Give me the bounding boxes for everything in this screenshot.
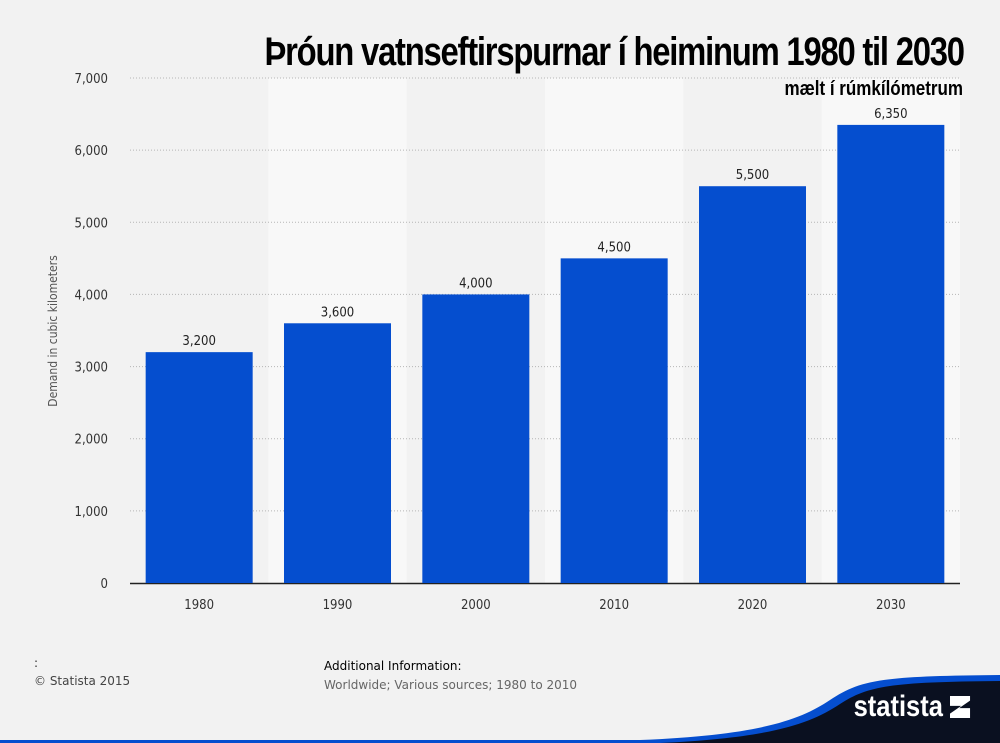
x-tick-label: 1990 <box>323 598 353 613</box>
bar <box>560 258 668 583</box>
additional-info-title: Additional Information: <box>324 659 462 673</box>
x-tick-label: 2020 <box>738 598 768 613</box>
y-tick-label: 2,000 <box>75 433 108 448</box>
data-label: 3,200 <box>182 334 215 349</box>
chart-title: Þróun vatnseftirspurnar í heiminum 1980 … <box>264 30 965 74</box>
x-tick-label: 1980 <box>184 598 214 613</box>
bar <box>284 323 391 583</box>
y-tick-label: 6,000 <box>75 144 108 159</box>
footer-colon: : <box>34 656 39 670</box>
data-label: 5,500 <box>736 168 769 183</box>
additional-info-text: Worldwide; Various sources; 1980 to 2010 <box>324 678 578 692</box>
bar <box>837 124 945 584</box>
y-tick-label: 7,000 <box>75 72 108 87</box>
x-tick-label: 2030 <box>876 598 906 613</box>
y-tick-label: 0 <box>101 577 108 592</box>
y-tick-label: 4,000 <box>75 288 108 303</box>
x-tick-label: 2000 <box>461 598 491 613</box>
x-tick-label: 2010 <box>599 598 629 613</box>
logo-mark-icon <box>949 696 970 718</box>
data-label: 3,600 <box>321 305 354 320</box>
y-axis-label: Demand in cubic kilometers <box>46 255 60 407</box>
bar <box>145 352 253 583</box>
bar <box>422 294 530 583</box>
y-tick-label: 3,000 <box>75 361 108 376</box>
chart-subtitle: mælt í rúmkílómetrum <box>784 78 963 100</box>
y-tick-label: 1,000 <box>75 505 108 520</box>
copyright: © Statista 2015 <box>34 674 131 688</box>
y-tick-label: 5,000 <box>75 216 108 231</box>
data-label: 4,000 <box>459 276 492 291</box>
bar <box>699 186 806 583</box>
data-label: 6,350 <box>874 107 907 122</box>
data-label: 4,500 <box>597 240 630 255</box>
statista-logo[interactable]: statista <box>853 690 970 724</box>
